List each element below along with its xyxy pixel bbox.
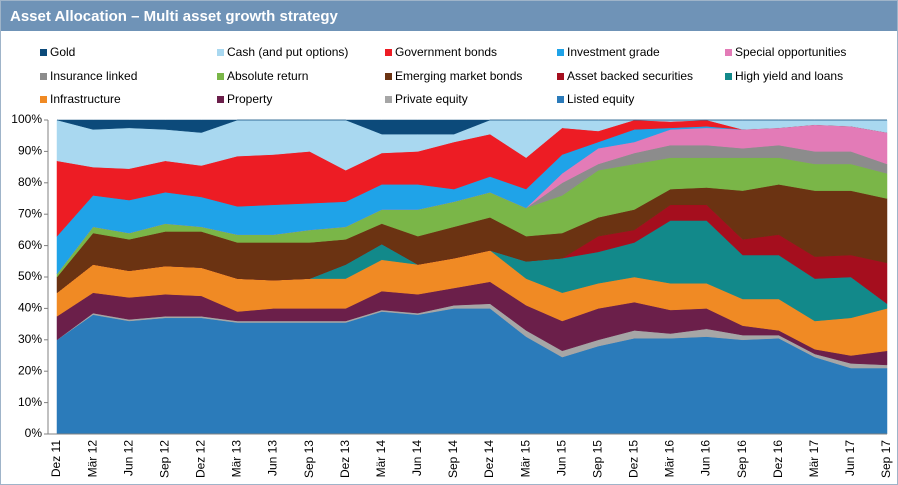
legend-label: Infrastructure	[50, 92, 121, 106]
y-tick-label: 10%	[18, 395, 42, 409]
legend-swatch	[40, 49, 47, 56]
x-tick-label: Jun 16	[699, 440, 713, 476]
legend-swatch	[385, 49, 392, 56]
x-tick-label: Dez 12	[194, 440, 208, 478]
x-tick-label: Dez 14	[482, 440, 496, 478]
legend-label: Special opportunities	[735, 45, 846, 59]
legend-swatch	[385, 73, 392, 80]
legend-swatch	[385, 96, 392, 103]
legend-label: Government bonds	[395, 45, 497, 59]
x-tick-label: Mär 15	[518, 440, 532, 478]
x-tick-label: Sep 16	[735, 440, 749, 478]
y-tick-label: 100%	[11, 112, 42, 126]
legend-label: Insurance linked	[50, 69, 137, 83]
x-tick-label: Jun 15	[554, 440, 568, 476]
area	[56, 119, 887, 135]
legend-label: Property	[227, 92, 272, 106]
legend-label: High yield and loans	[735, 69, 843, 83]
x-tick-label: Mär 13	[230, 440, 244, 478]
x-tick-label: Mär 12	[85, 440, 99, 478]
y-tick-label: 30%	[18, 332, 42, 346]
legend-label: Emerging market bonds	[395, 69, 522, 83]
y-tick-label: 40%	[18, 301, 42, 315]
legend-swatch	[725, 73, 732, 80]
x-tick-label: Sep 13	[302, 440, 316, 478]
x-tick-label: Dez 11	[49, 440, 63, 477]
legend-swatch	[217, 73, 224, 80]
y-tick-label: 50%	[18, 269, 42, 283]
title-bar	[1, 1, 897, 31]
legend-label: Listed equity	[567, 92, 634, 106]
legend-swatch	[557, 49, 564, 56]
x-tick-label: Sep 12	[157, 440, 171, 478]
legend-swatch	[725, 49, 732, 56]
legend-label: Asset backed securities	[567, 69, 693, 83]
y-tick-label: 90%	[18, 144, 42, 158]
legend-swatch	[40, 96, 47, 103]
legend-swatch	[557, 96, 564, 103]
legend-swatch	[557, 73, 564, 80]
x-tick-label: Jun 14	[410, 440, 424, 476]
y-tick-label: 20%	[18, 363, 42, 377]
legend-label: Cash (and put options)	[227, 45, 348, 59]
legend-label: Private equity	[395, 92, 468, 106]
y-tick-label: 0%	[25, 426, 43, 440]
x-tick-label: Mär 16	[663, 440, 677, 478]
x-tick-label: Sep 17	[879, 440, 893, 478]
x-tick-label: Sep 15	[590, 440, 604, 478]
x-tick-label: Dez 16	[771, 440, 785, 478]
legend-label: Absolute return	[227, 69, 308, 83]
legend-swatch	[217, 96, 224, 103]
y-tick-label: 80%	[18, 175, 42, 189]
x-tick-label: Mär 17	[807, 440, 821, 478]
x-tick-label: Jun 12	[121, 440, 135, 476]
legend-swatch	[40, 73, 47, 80]
legend-swatch	[217, 49, 224, 56]
chart-title: Asset Allocation – Multi asset growth st…	[10, 8, 339, 25]
x-tick-label: Jun 17	[843, 440, 857, 476]
x-tick-label: Dez 13	[338, 440, 352, 478]
x-tick-label: Jun 13	[266, 440, 280, 476]
x-tick-label: Sep 14	[446, 440, 460, 478]
legend-label: Investment grade	[567, 45, 660, 59]
x-tick-label: Mär 14	[374, 440, 388, 478]
y-tick-label: 60%	[18, 238, 42, 252]
y-tick-label: 70%	[18, 206, 42, 220]
legend-label: Gold	[50, 45, 75, 59]
x-tick-label: Dez 15	[627, 440, 641, 478]
